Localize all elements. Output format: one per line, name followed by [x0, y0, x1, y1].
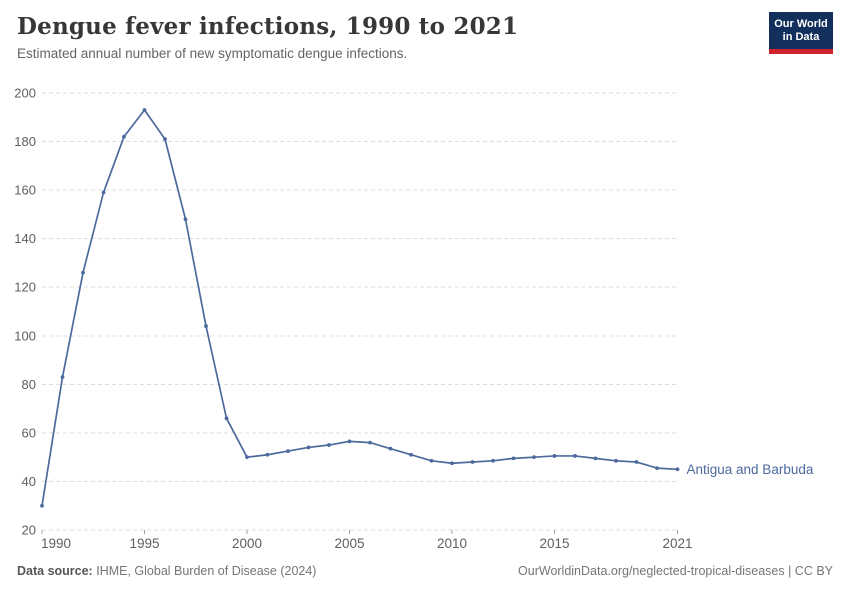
y-axis-tick-label: 80	[22, 377, 36, 392]
y-axis-tick-label: 60	[22, 425, 36, 440]
data-point[interactable]	[40, 503, 44, 508]
data-point[interactable]	[204, 324, 208, 328]
owid-logo[interactable]: Our World in Data	[769, 12, 833, 54]
data-point[interactable]	[552, 454, 557, 458]
data-point[interactable]	[122, 134, 126, 139]
data-point[interactable]	[327, 443, 331, 447]
data-point[interactable]	[163, 137, 167, 142]
data-point[interactable]	[224, 416, 229, 421]
data-point[interactable]	[286, 449, 290, 453]
data-point[interactable]	[491, 458, 495, 463]
data-point[interactable]	[409, 452, 413, 457]
footer-source: Data source: IHME, Global Burden of Dise…	[17, 564, 316, 578]
data-point[interactable]	[450, 461, 454, 466]
y-axis-tick-label: 40	[22, 474, 36, 489]
x-axis-tick-label: 2021	[662, 536, 692, 551]
page-title: Dengue fever infections, 1990 to 2021	[17, 13, 519, 40]
series-line-antigua-and-barbuda[interactable]	[41, 109, 679, 507]
data-point[interactable]	[60, 375, 65, 379]
footer-credit[interactable]: OurWorldinData.org/neglected-tropical-di…	[518, 564, 833, 578]
data-point[interactable]	[368, 440, 372, 445]
data-point[interactable]	[573, 454, 577, 458]
data-point[interactable]	[81, 270, 85, 275]
chart-canvas: 20 40 60 80 100 120 140 160 180 200 1990 1995 2000 20…	[14, 86, 814, 552]
data-point[interactable]	[655, 466, 659, 470]
data-point[interactable]	[429, 458, 434, 463]
data-point[interactable]	[142, 108, 147, 112]
data-point[interactable]	[306, 445, 311, 450]
data-point[interactable]	[675, 467, 680, 472]
series-label-antigua-and-barbuda[interactable]: Antigua and Barbuda	[687, 462, 814, 477]
x-axis-tick-label: 1990	[41, 536, 71, 551]
y-axis-tick-label: 180	[14, 134, 36, 149]
chart-footer: Data source: IHME, Global Burden of Dise…	[17, 564, 833, 578]
data-point[interactable]	[265, 452, 270, 457]
data-point[interactable]	[183, 217, 188, 222]
data-point[interactable]	[388, 446, 393, 451]
x-axis-tick-label: 2005	[334, 536, 364, 551]
y-axis-tick-label: 20	[22, 523, 36, 538]
x-axis-tick-label: 1995	[129, 536, 159, 551]
data-point[interactable]	[245, 455, 249, 460]
data-point[interactable]	[614, 458, 618, 463]
y-axis-tick-label: 200	[14, 86, 36, 101]
data-point[interactable]	[532, 455, 536, 460]
y-axis-tick-label: 160	[14, 183, 36, 198]
owid-logo-line1: Our World	[774, 18, 828, 30]
data-point[interactable]	[634, 460, 639, 464]
data-point[interactable]	[593, 456, 598, 461]
data-point[interactable]	[470, 460, 475, 464]
y-axis-tick-label: 120	[14, 280, 36, 295]
data-point[interactable]	[347, 439, 352, 444]
x-axis-tick-label: 2000	[232, 536, 262, 551]
page-subtitle: Estimated annual number of new symptomat…	[17, 46, 408, 61]
owid-logo-line2: in Data	[782, 31, 820, 43]
y-axis-tick-label: 100	[14, 328, 36, 343]
data-point[interactable]	[101, 190, 106, 195]
footer-source-label: Data source:	[17, 564, 93, 578]
data-point[interactable]	[511, 456, 516, 461]
y-axis-tick-label: 140	[14, 231, 36, 246]
x-axis-tick-label: 2010	[437, 536, 467, 551]
x-axis-tick-label: 2015	[539, 536, 569, 551]
footer-source-text: IHME, Global Burden of Disease (2024)	[96, 564, 317, 578]
